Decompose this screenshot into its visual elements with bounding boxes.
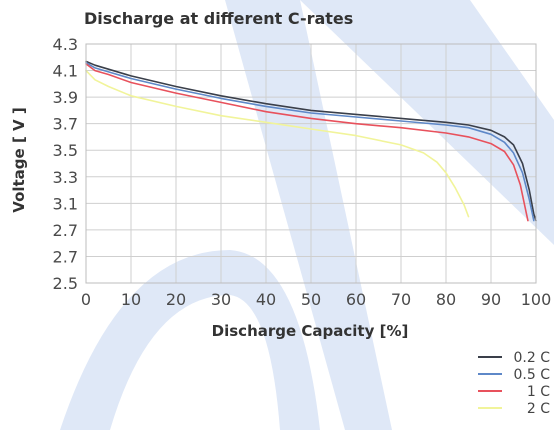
legend-label-1c: 1 C <box>527 384 550 400</box>
y-tick-label: 2.7 <box>53 247 78 266</box>
y-tick-label: 3.7 <box>53 115 78 134</box>
y-tick-label: 4.1 <box>53 62 78 81</box>
watermark-arch <box>60 250 320 430</box>
x-tick-label: 20 <box>166 290 186 309</box>
x-tick-label: 50 <box>301 290 321 309</box>
y-tick-label: 3.3 <box>53 168 78 187</box>
y-tick-label: 4.3 <box>53 35 78 54</box>
series-line-0-2c <box>85 60 537 222</box>
background-watermark <box>60 0 554 430</box>
x-tick-labels: 0 10 20 30 40 50 60 70 80 90 100 <box>81 290 551 309</box>
series-line-0-5c <box>85 61 535 222</box>
x-tick-label: 90 <box>481 290 501 309</box>
x-tick-label: 70 <box>391 290 411 309</box>
chart-title: Discharge at different C-rates <box>84 9 353 28</box>
y-tick-label: 3.5 <box>53 141 78 160</box>
x-tick-label: 60 <box>346 290 366 309</box>
series-line-2c <box>85 69 470 218</box>
x-tick-label: 100 <box>521 290 552 309</box>
x-axis-title: Discharge Capacity [%] <box>212 322 409 340</box>
series-lines <box>85 60 537 222</box>
y-tick-label: 2.7 <box>53 221 78 240</box>
legend: 0.2 C0.5 C1 C2 C <box>478 350 550 417</box>
plot-frame <box>85 43 537 284</box>
y-axis-title: Voltage [ V ] <box>10 107 28 212</box>
x-tick-label: 80 <box>436 290 456 309</box>
legend-label-0-5c: 0.5 C <box>514 367 551 383</box>
legend-label-2c: 2 C <box>527 401 550 417</box>
y-tick-label: 2.5 <box>53 274 78 293</box>
x-tick-label: 0 <box>81 290 91 309</box>
y-tick-labels: 4.3 4.1 3.9 3.7 3.5 3.3 3.1 2.7 2.7 2.5 <box>53 35 78 293</box>
y-tick-label: 3.1 <box>53 194 78 213</box>
series-line-1c <box>85 63 529 222</box>
x-tick-label: 40 <box>256 290 276 309</box>
x-tick-label: 30 <box>211 290 231 309</box>
y-tick-label: 3.9 <box>53 88 78 107</box>
legend-label-0-2c: 0.2 C <box>514 350 551 366</box>
x-tick-label: 10 <box>121 290 141 309</box>
watermark-stripe-left <box>225 0 392 430</box>
